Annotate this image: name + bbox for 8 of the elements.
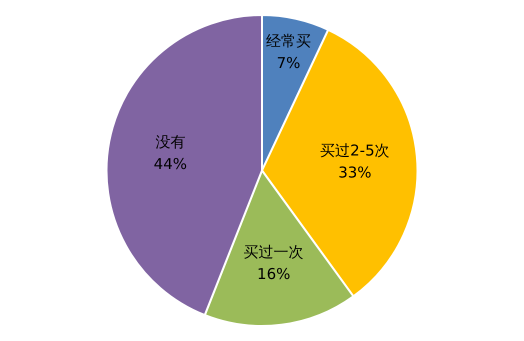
slice-label: 买过2-5次 xyxy=(320,142,390,160)
slice-label: 没有 xyxy=(155,132,186,151)
data-label: 33% xyxy=(338,164,372,182)
data-label: 16% xyxy=(257,264,290,283)
data-label: 44% xyxy=(154,154,188,173)
slice-label: 经常买 xyxy=(266,32,311,50)
slice-label: 买过一次 xyxy=(244,242,304,261)
data-label: 7% xyxy=(276,54,300,72)
